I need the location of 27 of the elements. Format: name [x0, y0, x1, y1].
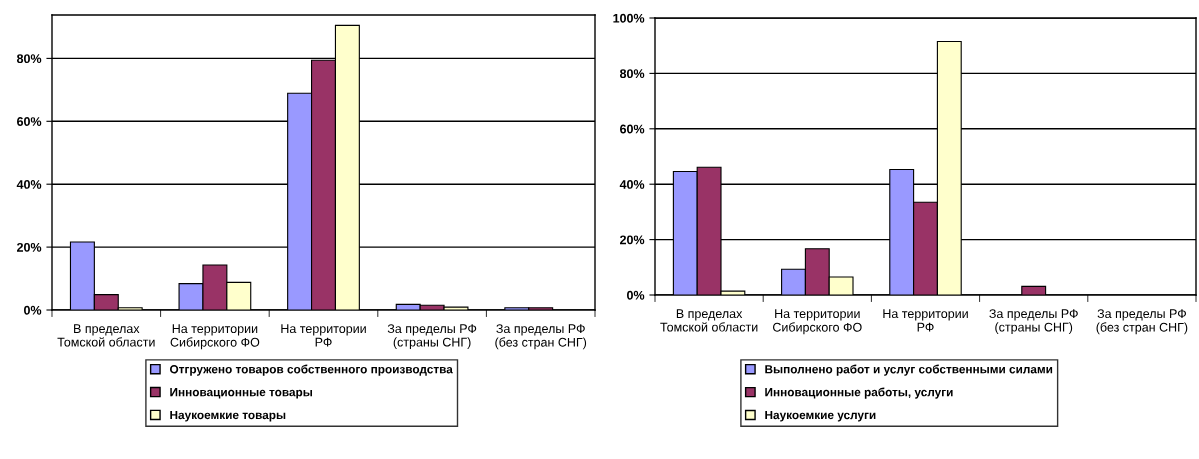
y-tick-label: 20% [17, 242, 42, 252]
x-tick-label: За пределы РФ (без стран СНГ) [495, 324, 587, 350]
y-tick-label: 60% [17, 117, 42, 126]
legend-label: Выполнено работ и услуг собственными силами [765, 364, 1053, 376]
legend-label: Отгружено товаров собственного производства [170, 364, 453, 376]
y-tick-label: 20% [620, 235, 645, 245]
x-tick-label: В пределах Томской области [660, 309, 758, 332]
y-tick-label: 40% [619, 180, 645, 189]
x-tick-label: За пределы РФ (без стран СНГ) [1096, 309, 1188, 335]
y-tick-label: 40% [16, 180, 42, 189]
y-tick-label: 100% [613, 13, 645, 23]
x-tick-label: На территории Сибирского ФО [773, 309, 862, 335]
y-tick-label: 0% [627, 290, 645, 300]
x-tick-label: На территории РФ [883, 309, 968, 332]
legend-label: Наукоемкие товары [170, 410, 286, 422]
y-tick-label: 60% [620, 124, 645, 134]
y-tick-label: 0% [24, 305, 42, 315]
legend-label: Наукоемкие услуги [765, 410, 876, 422]
x-tick-label: За пределы РФ (страны СНГ) [989, 309, 1078, 335]
x-tick-label: В пределах Томской области [57, 324, 155, 347]
x-tick-label: На территории РФ [281, 324, 366, 347]
legend-label: Инновационные работы, услуги [765, 387, 953, 399]
legend-label: Инновационные товары [170, 388, 313, 399]
x-tick-label: За пределы РФ (страны СНГ) [387, 324, 477, 350]
x-tick-label: На территории Сибирского ФО [170, 324, 260, 350]
y-tick-label: 80% [16, 54, 42, 64]
y-tick-label: 80% [619, 69, 645, 79]
